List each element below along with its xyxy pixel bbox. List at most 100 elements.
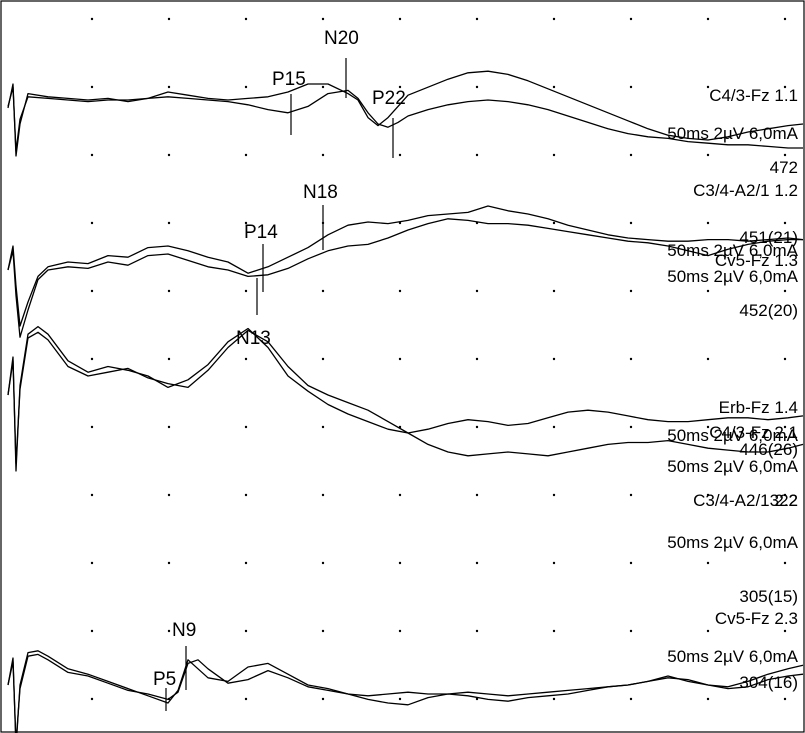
grid-dot <box>629 221 633 225</box>
grid-dot <box>167 493 171 497</box>
grid-dot <box>321 153 325 157</box>
grid-dots <box>90 17 787 701</box>
channel-settings: 50ms 2µV 6,0mA <box>667 457 798 476</box>
grid-dot <box>706 357 710 361</box>
grid-dot <box>398 289 402 293</box>
grid-dot <box>90 17 94 21</box>
grid-dot <box>706 629 710 633</box>
grid-dot <box>167 289 171 293</box>
channel-label: C4/3-Fz 1.1 <box>709 86 798 105</box>
grid-dot <box>783 221 787 225</box>
grid-dot <box>783 425 787 429</box>
grid-dot <box>244 221 248 225</box>
grid-dot <box>90 629 94 633</box>
waveform-trace <box>7 325 804 472</box>
grid-dot <box>629 289 633 293</box>
grid-dot <box>783 153 787 157</box>
grid-dot <box>167 221 171 225</box>
grid-dot <box>783 357 787 361</box>
grid-dot <box>706 17 710 21</box>
channel-settings: 50ms 2µV 6,0mA <box>667 124 798 143</box>
grid-dot <box>244 85 248 89</box>
grid-dot <box>321 697 325 701</box>
grid-dot <box>321 425 325 429</box>
grid-dot <box>706 153 710 157</box>
grid-dot <box>475 697 479 701</box>
channel-settings: 50ms 2µV 6,0mA <box>667 533 798 552</box>
waveform-trace <box>7 218 803 338</box>
grid-dot <box>552 17 556 21</box>
grid-dot <box>398 357 402 361</box>
grid-dot <box>244 153 248 157</box>
grid-dot <box>244 697 248 701</box>
grid-dot <box>783 17 787 21</box>
grid-dot <box>475 425 479 429</box>
grid-dot <box>398 17 402 21</box>
grid-dot <box>321 17 325 21</box>
channel-count: 322 <box>770 491 798 510</box>
grid-dot <box>629 17 633 21</box>
grid-dot <box>90 357 94 361</box>
grid-dot <box>552 153 556 157</box>
waveform-trace <box>7 205 804 327</box>
grid-dot <box>629 629 633 633</box>
grid-dot <box>475 357 479 361</box>
channel-count: 472 <box>770 158 798 177</box>
grid-dot <box>552 561 556 565</box>
grid-dot <box>706 425 710 429</box>
grid-dot <box>475 85 479 89</box>
grid-dot <box>552 629 556 633</box>
channel-count: 305(15) <box>739 587 798 606</box>
channel-count: 451(21) <box>739 228 798 247</box>
grid-dot <box>475 493 479 497</box>
peak-markers <box>165 58 394 711</box>
grid-dot <box>706 561 710 565</box>
grid-dot <box>398 561 402 565</box>
grid-dot <box>167 153 171 157</box>
channel-label: C3/4-A2/1 1.2 <box>693 181 798 200</box>
grid-dot <box>552 425 556 429</box>
grid-dot <box>475 561 479 565</box>
waveform-trace <box>7 653 804 733</box>
waveform-trace <box>7 86 803 152</box>
grid-dot <box>321 493 325 497</box>
grid-dot <box>321 561 325 565</box>
trace-layer <box>7 70 804 733</box>
grid-dot <box>706 493 710 497</box>
peak-label-n9: N9 <box>172 620 196 641</box>
channel-count: 304(16) <box>739 673 798 692</box>
channel-label: C4/3-Fz 2.1 <box>709 423 798 442</box>
grid-dot <box>783 697 787 701</box>
grid-dot <box>167 17 171 21</box>
grid-dot <box>167 629 171 633</box>
channel-label: Cv5-Fz 1.3 <box>715 251 798 270</box>
grid-dot <box>783 289 787 293</box>
grid-dot <box>552 221 556 225</box>
grid-dot <box>398 493 402 497</box>
grid-dot <box>90 493 94 497</box>
waveform-trace <box>7 329 804 465</box>
channel-label: Erb-Fz 1.4 <box>719 398 798 417</box>
grid-dot <box>167 357 171 361</box>
channel-settings: 50ms 2µV 6,0mA <box>667 426 798 445</box>
grid-dot <box>398 629 402 633</box>
channel-settings: 50ms 2µV 6,0mA <box>667 647 798 666</box>
grid-dot <box>90 153 94 157</box>
grid-dot <box>783 561 787 565</box>
grid-dot <box>629 493 633 497</box>
grid-dot <box>321 357 325 361</box>
grid-dot <box>244 17 248 21</box>
peak-label-p5: P5 <box>153 669 176 690</box>
grid-dot <box>90 697 94 701</box>
grid-dot <box>629 697 633 701</box>
grid-dot <box>783 85 787 89</box>
channel-label: Cv5-Fz 2.3 <box>715 609 798 628</box>
channel-count: 452(20) <box>739 301 798 320</box>
grid-dot <box>629 425 633 429</box>
channel-settings: 50ms 2µV 6,0mA <box>667 267 798 286</box>
grid-dot <box>552 85 556 89</box>
grid-dot <box>706 85 710 89</box>
grid-dot <box>167 425 171 429</box>
channel-label: C3/4-A2/1 2.2 <box>693 491 798 510</box>
